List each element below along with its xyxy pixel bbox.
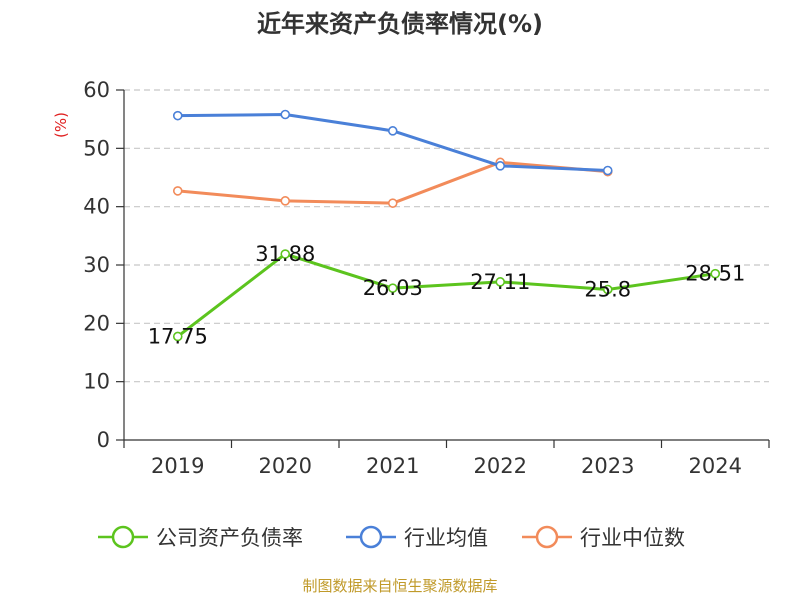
data-point-1-2022 xyxy=(495,161,506,171)
legend-item-2[interactable]: 行业中位数 xyxy=(522,525,685,550)
legend-item-0[interactable]: 公司资产负债率 xyxy=(98,525,303,550)
series-layer xyxy=(172,109,721,342)
y-tick-labels: 0 10 20 30 40 50 60 xyxy=(83,78,110,452)
data-label-2019: 17.75 xyxy=(148,324,208,348)
legend-item-1[interactable]: 行业均值 xyxy=(346,525,488,550)
x-tick-label-2019: 2019 xyxy=(151,454,204,478)
legend-marker-1 xyxy=(359,525,383,549)
data-point-1-2019 xyxy=(172,110,183,121)
data-labels: 17.75 31.88 26.03 27.11 25.8 28.51 xyxy=(148,242,746,348)
series-2 xyxy=(172,157,613,208)
data-point-1-2021 xyxy=(387,126,398,136)
y-tick-label-10: 10 xyxy=(83,370,110,394)
data-point-0-2020 xyxy=(280,249,291,259)
legend[interactable]: 公司资产负债率 行业均值 行业中位数 xyxy=(98,525,685,550)
data-label-2021: 26.03 xyxy=(363,276,423,300)
x-tick-label-2022: 2022 xyxy=(474,454,527,478)
y-tick-label-40: 40 xyxy=(83,195,110,219)
data-point-1-2023 xyxy=(602,165,613,176)
x-tick-label-2023: 2023 xyxy=(581,454,634,478)
series-1 xyxy=(172,109,613,176)
data-label-2022: 27.11 xyxy=(470,270,530,294)
y-axis-unit: (%) xyxy=(52,112,70,138)
data-label-2020: 31.88 xyxy=(255,242,315,266)
data-point-0-2019 xyxy=(172,331,183,342)
y-tick-label-50: 50 xyxy=(83,136,110,160)
data-label-2024: 28.51 xyxy=(685,262,745,286)
legend-label-1: 行业均值 xyxy=(404,526,488,550)
x-tick-label-2024: 2024 xyxy=(689,454,742,478)
chart-title: 近年来资产负债率情况(%) xyxy=(257,10,543,38)
series-line-0 xyxy=(176,252,716,338)
axes xyxy=(116,89,770,448)
source-note: 制图数据来自恒生聚源数据库 xyxy=(302,577,497,595)
legend-label-0: 公司资产负债率 xyxy=(156,526,303,550)
legend-marker-2 xyxy=(535,525,559,549)
data-point-0-2022 xyxy=(495,277,506,287)
data-point-2-2019 xyxy=(172,186,183,196)
y-tick-label-60: 60 xyxy=(83,78,110,102)
data-point-0-2023 xyxy=(602,284,613,295)
legend-marker-0 xyxy=(111,525,135,549)
series-line-1 xyxy=(177,113,608,172)
gridlines xyxy=(124,89,769,383)
x-tick-label-2020: 2020 xyxy=(259,454,312,478)
data-label-2023: 25.8 xyxy=(584,278,631,302)
data-point-0-2021 xyxy=(387,283,398,293)
data-point-2-2020 xyxy=(280,196,291,206)
data-point-1-2020 xyxy=(280,109,291,120)
y-tick-label-0: 0 xyxy=(97,428,110,452)
series-0 xyxy=(172,249,721,342)
data-point-0-2024 xyxy=(710,268,721,279)
data-point-2-2021 xyxy=(387,198,398,208)
x-tick-labels: 2019 2020 2021 2022 2023 2024 xyxy=(151,454,742,478)
x-tick-label-2021: 2021 xyxy=(366,454,419,478)
legend-label-2: 行业中位数 xyxy=(580,526,685,550)
y-tick-label-20: 20 xyxy=(83,311,110,335)
y-tick-label-30: 30 xyxy=(83,253,110,277)
